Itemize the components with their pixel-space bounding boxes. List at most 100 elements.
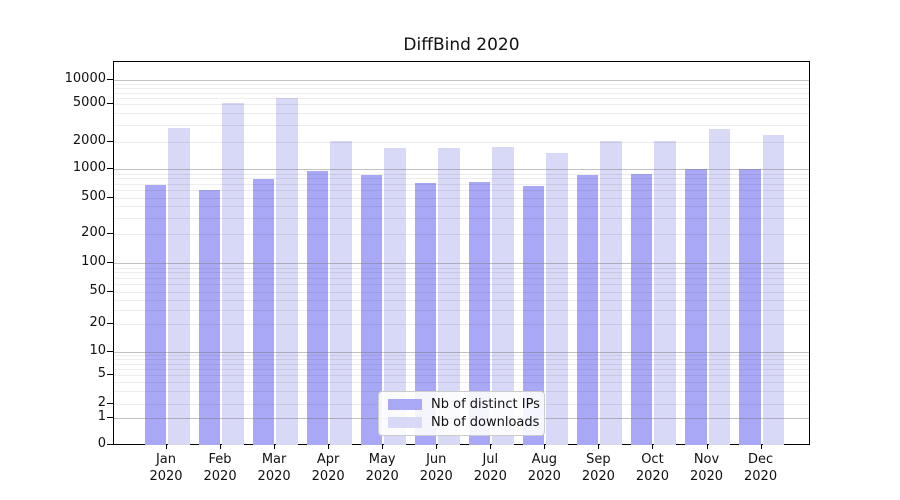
bar-apr-ips: [306, 171, 329, 445]
x-tick-label-jul: Jul 2020: [473, 452, 507, 484]
bar-oct-downloads: [654, 140, 676, 445]
bar-jul-downloads: [492, 147, 514, 445]
bar-dec-downloads: [762, 135, 785, 445]
x-tick-mark: [220, 445, 222, 449]
minor-gridline: [114, 178, 809, 180]
minor-gridline: [114, 324, 809, 326]
x-tick-mark: [490, 445, 492, 449]
bar-apr-downloads: [330, 140, 352, 445]
y-tick-mark: [107, 196, 113, 198]
minor-gridline: [114, 272, 809, 274]
x-tick-label-may: May 2020: [365, 452, 399, 484]
minor-gridline: [114, 363, 809, 365]
x-tick-mark: [436, 445, 438, 449]
major-gridline: [114, 169, 809, 171]
y-tick-mark: [107, 350, 113, 352]
bar-jan-downloads: [168, 128, 190, 445]
legend-item-distinct-ips: Nb of distinct IPs: [388, 397, 540, 412]
minor-gridline: [114, 206, 809, 208]
x-tick-label-mar: Mar 2020: [257, 452, 291, 484]
minor-gridline: [114, 87, 809, 89]
major-gridline: [114, 80, 809, 81]
minor-gridline: [114, 217, 809, 219]
y-tick-label: 100: [81, 254, 106, 270]
bar-oct-ips: [630, 174, 653, 445]
y-tick-label: 500: [81, 188, 106, 204]
bar-nov-downloads: [708, 128, 730, 445]
y-tick-label: 5: [97, 366, 106, 381]
y-tick-label: 10000: [64, 71, 106, 86]
x-tick-label-oct: Oct 2020: [635, 452, 669, 484]
bar-dec-ips: [739, 169, 761, 445]
legend-swatch-distinct-ips: [388, 399, 422, 410]
x-tick-mark: [274, 445, 276, 449]
x-tick-label-aug: Aug 2020: [527, 452, 561, 484]
bar-jun-downloads: [438, 148, 460, 445]
y-tick-label: 10: [89, 342, 106, 358]
x-tick-label-feb: Feb 2020: [203, 452, 237, 484]
x-tick-mark: [706, 445, 708, 449]
x-tick-label-jan: Jan 2020: [149, 452, 183, 484]
y-tick-mark: [107, 79, 113, 80]
bar-may-downloads: [384, 148, 406, 445]
minor-gridline: [114, 309, 809, 311]
y-tick-label: 50: [89, 282, 106, 298]
y-tick-mark: [107, 323, 113, 325]
x-tick-label-sep: Sep 2020: [581, 452, 615, 484]
minor-gridline: [114, 113, 809, 115]
y-tick-mark: [107, 374, 113, 375]
y-tick-label: 1: [97, 409, 106, 425]
chart-title: DiffBind 2020: [403, 35, 520, 55]
minor-gridline: [114, 381, 809, 383]
legend-swatch-downloads: [388, 417, 422, 428]
x-tick-mark: [652, 445, 654, 449]
y-tick-label: 2000: [72, 133, 106, 148]
bar-jul-ips: [468, 181, 491, 445]
bar-may-ips: [360, 175, 383, 445]
minor-gridline: [114, 267, 809, 269]
x-tick-mark: [328, 445, 330, 449]
minor-gridline: [114, 97, 809, 99]
plot-area: [113, 61, 810, 445]
minor-gridline: [114, 355, 809, 357]
major-gridline: [114, 351, 809, 353]
y-tick-label: 0: [97, 436, 106, 451]
y-tick-label: 5000: [72, 95, 106, 111]
legend-label: Nb of distinct IPs: [431, 397, 540, 412]
bar-mar-downloads: [276, 97, 298, 445]
y-tick-mark: [107, 141, 113, 142]
minor-gridline: [114, 284, 809, 286]
minor-gridline: [114, 83, 809, 85]
y-tick-mark: [107, 290, 113, 292]
minor-gridline: [114, 277, 809, 279]
minor-gridline: [114, 142, 809, 143]
minor-gridline: [114, 173, 809, 175]
y-tick-mark: [107, 262, 113, 264]
minor-gridline: [114, 92, 809, 94]
y-tick-label: 1000: [72, 160, 106, 176]
bar-jan-ips: [144, 185, 166, 445]
minor-gridline: [114, 375, 809, 376]
x-tick-label-nov: Nov 2020: [689, 452, 724, 484]
x-tick-mark: [760, 445, 762, 449]
minor-gridline: [114, 190, 809, 192]
legend-item-downloads: Nb of downloads: [388, 415, 539, 430]
minor-gridline: [114, 359, 809, 361]
legend: Nb of distinct IPs Nb of downloads: [378, 391, 545, 436]
y-tick-mark: [107, 168, 113, 170]
y-tick-mark: [107, 103, 113, 105]
bar-feb-ips: [198, 189, 221, 445]
legend-label: Nb of downloads: [431, 415, 540, 430]
y-tick-mark: [107, 402, 113, 404]
bar-feb-downloads: [222, 102, 244, 445]
x-tick-mark: [598, 445, 600, 449]
major-gridline: [114, 263, 809, 265]
y-tick-label: 2: [97, 394, 106, 410]
y-tick-label: 200: [81, 224, 106, 240]
bar-sep-ips: [576, 175, 599, 445]
minor-gridline: [114, 368, 809, 370]
bar-nov-ips: [685, 169, 707, 445]
x-tick-mark: [544, 445, 546, 449]
y-tick-mark: [107, 417, 113, 419]
